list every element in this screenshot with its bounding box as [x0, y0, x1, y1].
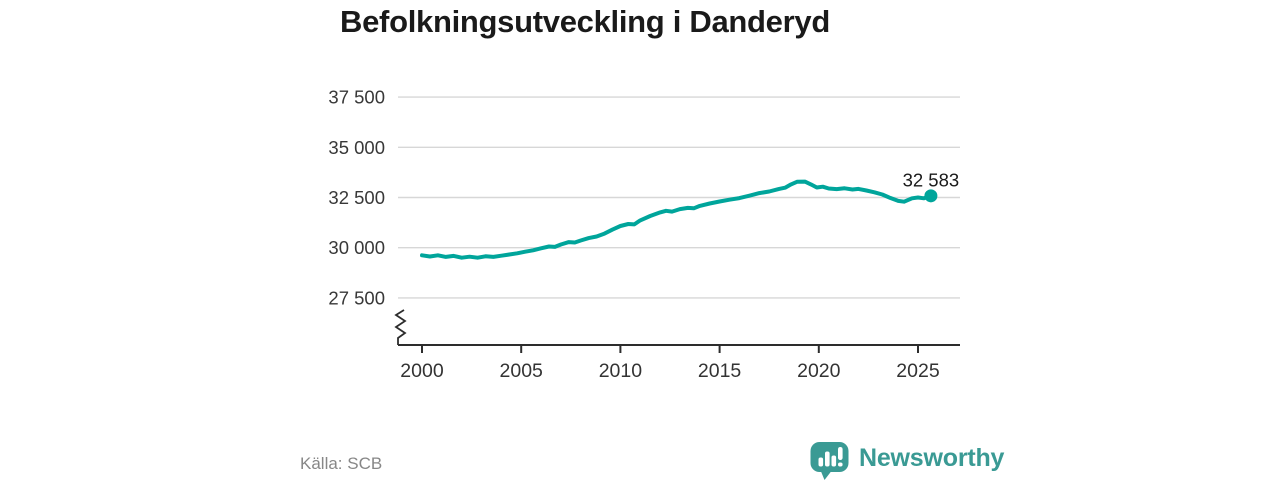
newsworthy-wordmark: Newsworthy	[859, 444, 1005, 472]
y-tick-label: 30 000	[328, 237, 385, 258]
x-tick-label: 2005	[500, 360, 544, 382]
newsworthy-logo-icon	[810, 442, 849, 480]
endpoint-label: 32 583	[903, 169, 960, 190]
x-tick-label: 2025	[896, 360, 940, 382]
x-tick-label: 2000	[400, 360, 444, 382]
x-tick-label: 2010	[599, 360, 643, 382]
y-tick-label: 35 000	[328, 137, 385, 158]
newsworthy-logo: Newsworthy	[810, 441, 1004, 480]
x-tick-label: 2020	[797, 360, 841, 382]
y-tick-label: 27 500	[328, 287, 385, 308]
source-note: Källa: SCB	[300, 454, 383, 473]
chart-title: Befolkningsutveckling i Danderyd	[340, 4, 830, 39]
endpoint-dot	[924, 189, 938, 203]
population-line	[420, 179, 933, 260]
y-tick-label: 37 500	[328, 87, 385, 108]
axis-break-icon	[394, 309, 407, 345]
x-tick-label: 2015	[698, 360, 742, 382]
y-tick-label: 32 500	[328, 187, 385, 208]
